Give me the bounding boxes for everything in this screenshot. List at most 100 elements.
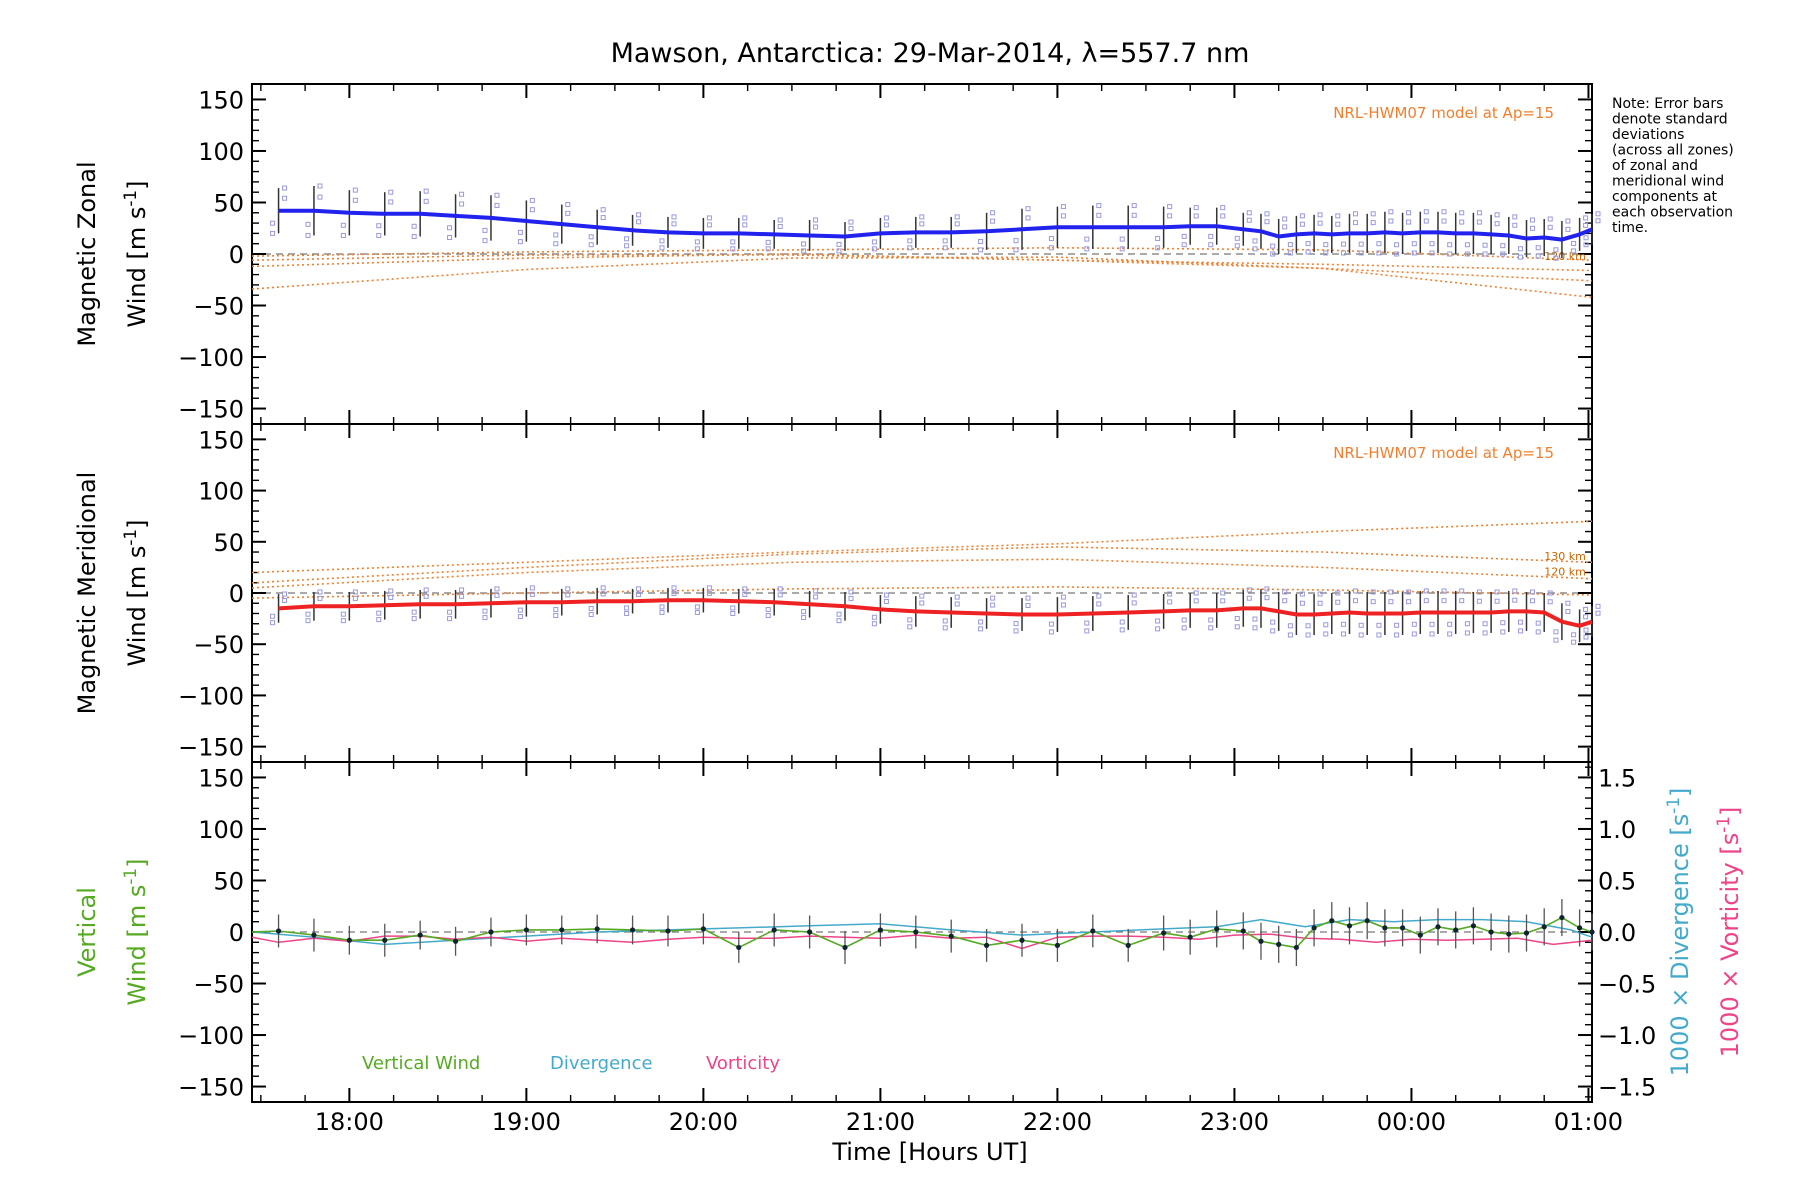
zone-point [942, 625, 948, 631]
zone-point [1305, 249, 1311, 255]
zone-point [1547, 224, 1553, 230]
zone-point [1406, 210, 1412, 216]
zone-point [1394, 251, 1400, 257]
zone-point [765, 607, 771, 613]
zone-point [1025, 215, 1031, 221]
zone-point [565, 586, 571, 592]
zone-point [1234, 616, 1240, 622]
zone-point [411, 233, 417, 239]
vertical-wind-point [1470, 923, 1477, 929]
zone-point [1476, 589, 1482, 595]
zone-point [848, 219, 854, 225]
zone-point [636, 591, 642, 597]
zone-point [459, 191, 465, 197]
zone-point [1494, 221, 1500, 227]
vertical-wind-point [346, 937, 352, 943]
zone-point [883, 215, 889, 221]
zone-point [978, 619, 984, 625]
zone-point [1476, 210, 1482, 216]
zone-point [1571, 632, 1577, 638]
zone-point [1512, 222, 1518, 228]
zone-point [1048, 245, 1054, 251]
y-tick-label: 0 [229, 241, 244, 269]
zone-point [1464, 251, 1470, 257]
zone-point [600, 215, 606, 221]
zone-point [376, 223, 382, 229]
model-curve [251, 254, 1593, 272]
y-tick-label: 100 [198, 138, 244, 166]
zone-point [624, 243, 630, 249]
zone-point [1571, 639, 1577, 645]
zone-point [801, 248, 807, 254]
zone-point [1317, 212, 1323, 218]
zone-point [1060, 594, 1066, 600]
zone-point [730, 246, 736, 252]
zone-point [883, 222, 889, 228]
model-curve [251, 558, 1593, 589]
zone-point [423, 587, 429, 593]
zone-point [494, 586, 500, 592]
zone-point [1167, 213, 1173, 219]
zone-point [1025, 602, 1031, 608]
zone-point [954, 601, 960, 607]
zone-point [529, 585, 535, 591]
zone-point [600, 591, 606, 597]
zone-point [1464, 242, 1470, 248]
zone-point [1193, 590, 1199, 596]
zone-point [482, 615, 488, 621]
zone-point [1252, 238, 1258, 244]
zone-point [1220, 213, 1226, 219]
zone-point [517, 614, 523, 620]
zone-point [1270, 628, 1276, 634]
zone-point [1340, 250, 1346, 256]
zone-point [801, 609, 807, 615]
zone-point [1565, 600, 1571, 606]
note-line: of zonal and [1612, 158, 1698, 174]
zone-point [1317, 591, 1323, 597]
zone-point [919, 593, 925, 599]
zone-point [1013, 621, 1019, 627]
vertical-wind-point [806, 929, 813, 935]
zone-point [1084, 620, 1090, 626]
zone-point [447, 609, 453, 615]
zone-point [529, 207, 535, 213]
zone-point [954, 214, 960, 220]
zone-point [282, 591, 288, 597]
zone-point [1220, 598, 1226, 604]
zone-point [1323, 622, 1329, 628]
vertical-wind-point [1346, 923, 1353, 929]
zone-point [1553, 637, 1559, 643]
zone-point [1335, 590, 1341, 596]
zone-point [813, 588, 819, 594]
zone-point [447, 225, 453, 231]
zone-point [352, 589, 358, 595]
zone-point [1270, 251, 1276, 257]
zone-point [1464, 630, 1470, 636]
zone-point [1335, 221, 1341, 227]
zone-point [1429, 621, 1435, 627]
vertical-wind-point [275, 928, 282, 934]
zone-point [742, 591, 748, 597]
vertical-wind-point [877, 927, 884, 933]
zone-point [1358, 250, 1364, 256]
zone-point [919, 214, 925, 220]
zone-point [1096, 593, 1102, 599]
x-tick-label: 22:00 [1023, 1108, 1092, 1136]
zone-point [1119, 236, 1125, 242]
zone-point [411, 609, 417, 615]
zone-point [1340, 241, 1346, 247]
zone-point [671, 214, 677, 220]
vertical-wind-point [1161, 930, 1167, 936]
vertical-wind-point [771, 927, 777, 933]
zone-point [1411, 631, 1417, 637]
y-tick-label: 50 [213, 529, 244, 557]
zone-point [553, 607, 559, 613]
zone-point [907, 617, 913, 623]
vertical-wind-point [665, 928, 671, 934]
zone-point [1096, 601, 1102, 607]
zone-point [1299, 591, 1305, 597]
zone-point [553, 613, 559, 619]
zone-point [1595, 603, 1601, 609]
zone-point [1530, 225, 1536, 231]
